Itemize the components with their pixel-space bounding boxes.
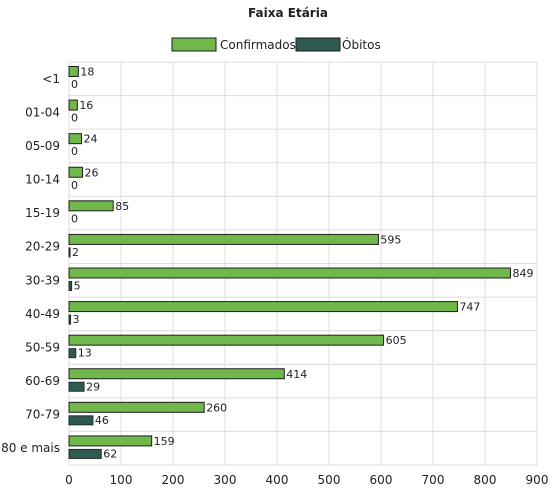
- legend-swatch-confirmados: [171, 37, 217, 52]
- value-label-obitos-9: 29: [86, 380, 100, 393]
- value-label-confirmados-10: 260: [206, 401, 227, 414]
- value-label-confirmados-8: 605: [386, 334, 407, 347]
- value-label-obitos-0: 0: [71, 78, 78, 91]
- value-label-confirmados-2: 24: [83, 133, 97, 146]
- bar-confirmados-0: [68, 66, 79, 77]
- x-tick-label-500: 500: [318, 473, 341, 487]
- bar-confirmados-10: [68, 401, 205, 413]
- bar-confirmados-11: [68, 435, 153, 447]
- value-label-obitos-4: 0: [71, 212, 78, 225]
- category-label-3: 10-14: [25, 173, 60, 187]
- bar-confirmados-4: [68, 200, 114, 212]
- bar-confirmados-5: [68, 233, 379, 245]
- bar-obitos-5: [68, 247, 71, 258]
- gridlines: [68, 61, 538, 466]
- category-label-9: 60-69: [25, 374, 60, 388]
- bar-obitos-9: [68, 381, 85, 392]
- value-label-obitos-6: 5: [74, 280, 81, 293]
- chart-title: Faixa Etária: [248, 6, 328, 20]
- x-tick-label-300: 300: [214, 473, 237, 487]
- category-label-5: 20-29: [25, 240, 60, 254]
- bar-obitos-6: [68, 281, 73, 291]
- value-label-obitos-11: 62: [103, 447, 117, 460]
- bar-obitos-8: [68, 348, 77, 359]
- value-label-confirmados-3: 26: [85, 166, 99, 179]
- x-tick-label-700: 700: [422, 473, 445, 487]
- x-tick-label-600: 600: [370, 473, 393, 487]
- category-label-11: 80 e mais: [1, 441, 60, 455]
- bar-confirmados-7: [68, 301, 458, 313]
- value-label-confirmados-5: 595: [380, 233, 401, 246]
- value-label-confirmados-1: 16: [79, 99, 93, 112]
- x-tick-labels: 0 100 200 300 400 500 600 700 800 900: [65, 473, 548, 487]
- bar-confirmados-9: [68, 368, 285, 380]
- bar-obitos-7: [68, 314, 72, 325]
- category-label-8: 50-59: [25, 340, 60, 354]
- category-label-7: 40-49: [25, 307, 60, 321]
- category-label-0: <1: [42, 72, 60, 86]
- x-tick-label-900: 900: [526, 473, 549, 487]
- category-label-6: 30-39: [25, 273, 60, 287]
- x-tick-label-0: 0: [65, 473, 73, 487]
- value-label-obitos-10: 46: [95, 414, 109, 427]
- category-label-4: 15-19: [25, 206, 60, 220]
- bar-confirmados-2: [68, 133, 82, 145]
- value-label-confirmados-9: 414: [286, 368, 307, 381]
- value-label-confirmados-7: 747: [459, 301, 480, 314]
- value-label-obitos-1: 0: [71, 112, 78, 125]
- category-labels: <1 01-04 05-09 10-14 15-19 20-29 30-39 40-49 50-…: [1, 72, 60, 455]
- legend-swatch-obitos: [295, 37, 341, 52]
- value-label-obitos-2: 0: [71, 145, 78, 158]
- bars: 1801602402608505952849574736051341429260…: [68, 66, 533, 460]
- value-label-obitos-3: 0: [71, 179, 78, 192]
- legend-label-obitos: Óbitos: [342, 37, 381, 52]
- x-tick-label-800: 800: [474, 473, 497, 487]
- x-tick-label-100: 100: [110, 473, 133, 487]
- bar-confirmados-1: [68, 99, 78, 111]
- x-tick-label-400: 400: [266, 473, 289, 487]
- x-tick-label-200: 200: [162, 473, 185, 487]
- category-label-2: 05-09: [25, 139, 60, 153]
- value-label-confirmados-11: 159: [154, 435, 175, 448]
- category-label-1: 01-04: [25, 105, 60, 119]
- value-label-confirmados-0: 18: [80, 66, 94, 79]
- bar-confirmados-3: [68, 166, 84, 178]
- bar-confirmados-8: [68, 334, 385, 346]
- bar-confirmados-6: [68, 267, 511, 279]
- value-label-obitos-7: 3: [73, 313, 80, 326]
- category-label-10: 70-79: [25, 408, 60, 422]
- legend: Confirmados Óbitos: [171, 37, 381, 52]
- bar-obitos-10: [68, 415, 94, 426]
- value-label-obitos-8: 13: [78, 347, 92, 360]
- value-label-confirmados-4: 85: [115, 200, 129, 213]
- legend-label-confirmados: Confirmados: [220, 38, 296, 52]
- value-label-confirmados-6: 849: [512, 267, 533, 280]
- value-label-obitos-5: 2: [72, 246, 79, 259]
- bar-obitos-11: [68, 448, 102, 459]
